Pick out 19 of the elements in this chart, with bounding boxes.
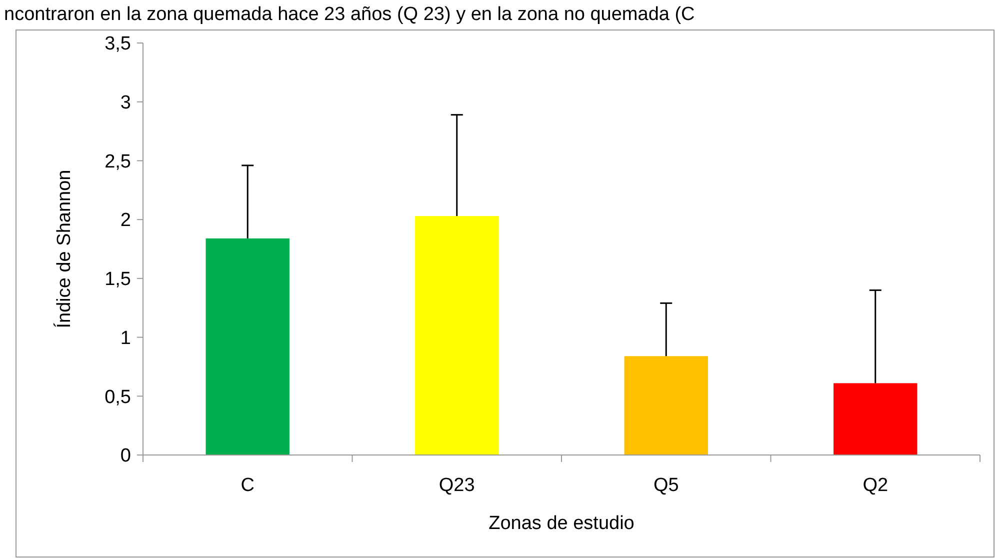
y-tick-label: 0,5 [104, 386, 131, 408]
bar [206, 238, 290, 455]
y-tick-label: 2 [120, 210, 131, 232]
x-axis-title: Zonas de estudio [488, 513, 634, 534]
x-tick-label: Q2 [862, 475, 888, 496]
y-tick-label: 1,5 [104, 269, 131, 290]
x-tick-label: C [240, 475, 254, 496]
y-tick-label: 3 [120, 92, 131, 114]
bar [415, 216, 499, 455]
bar [834, 383, 918, 455]
bar [624, 356, 708, 455]
y-tick-label: 3,5 [104, 34, 131, 55]
y-tick-label: 0 [120, 446, 131, 467]
x-tick-label: Q23 [438, 475, 475, 496]
y-axis-title: Índice de Shannon [53, 170, 75, 328]
y-tick-label: 1 [120, 328, 131, 349]
x-tick-label: Q5 [653, 475, 679, 496]
text: ncontraron en la zona quemada hace 23 años (Q 23) y en la zona no quemada (C [4, 4, 695, 25]
y-tick-label: 2,5 [104, 151, 131, 172]
